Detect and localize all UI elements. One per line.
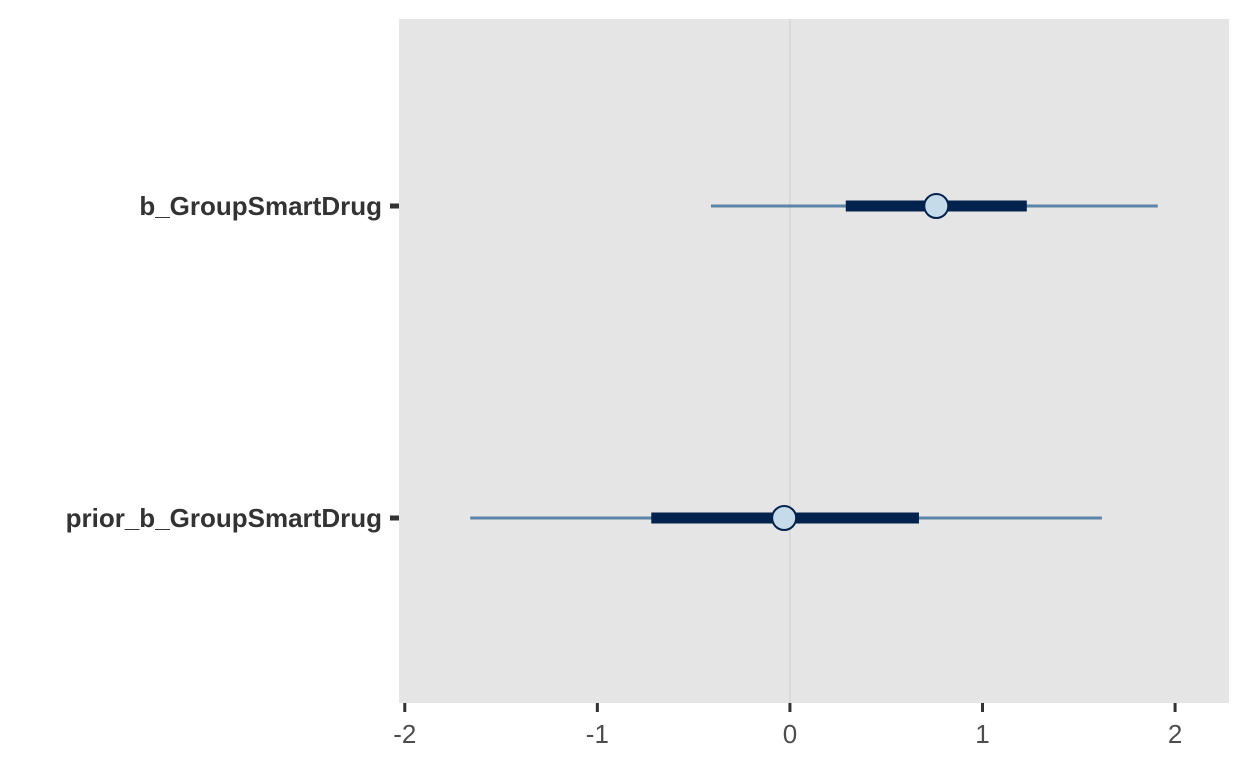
plot-panel [399, 19, 1229, 703]
x-tick-label: -2 [393, 719, 416, 749]
interval-row [710, 193, 1158, 219]
x-tick-label: 1 [975, 719, 989, 749]
x-axis: -2 -1 0 1 2 [393, 703, 1182, 749]
y-category-label: b_GroupSmartDrug [139, 191, 382, 221]
interval-row [470, 505, 1102, 531]
y-category-label: prior_b_GroupSmartDrug [66, 503, 382, 533]
y-axis: b_GroupSmartDrug prior_b_GroupSmartDrug [66, 191, 399, 533]
point-estimate [923, 193, 950, 219]
x-tick-label: 2 [1168, 719, 1182, 749]
x-tick-label: -1 [586, 719, 609, 749]
interval-marks [470, 193, 1158, 531]
x-tick-label: 0 [783, 719, 797, 749]
point-estimate [771, 505, 798, 531]
